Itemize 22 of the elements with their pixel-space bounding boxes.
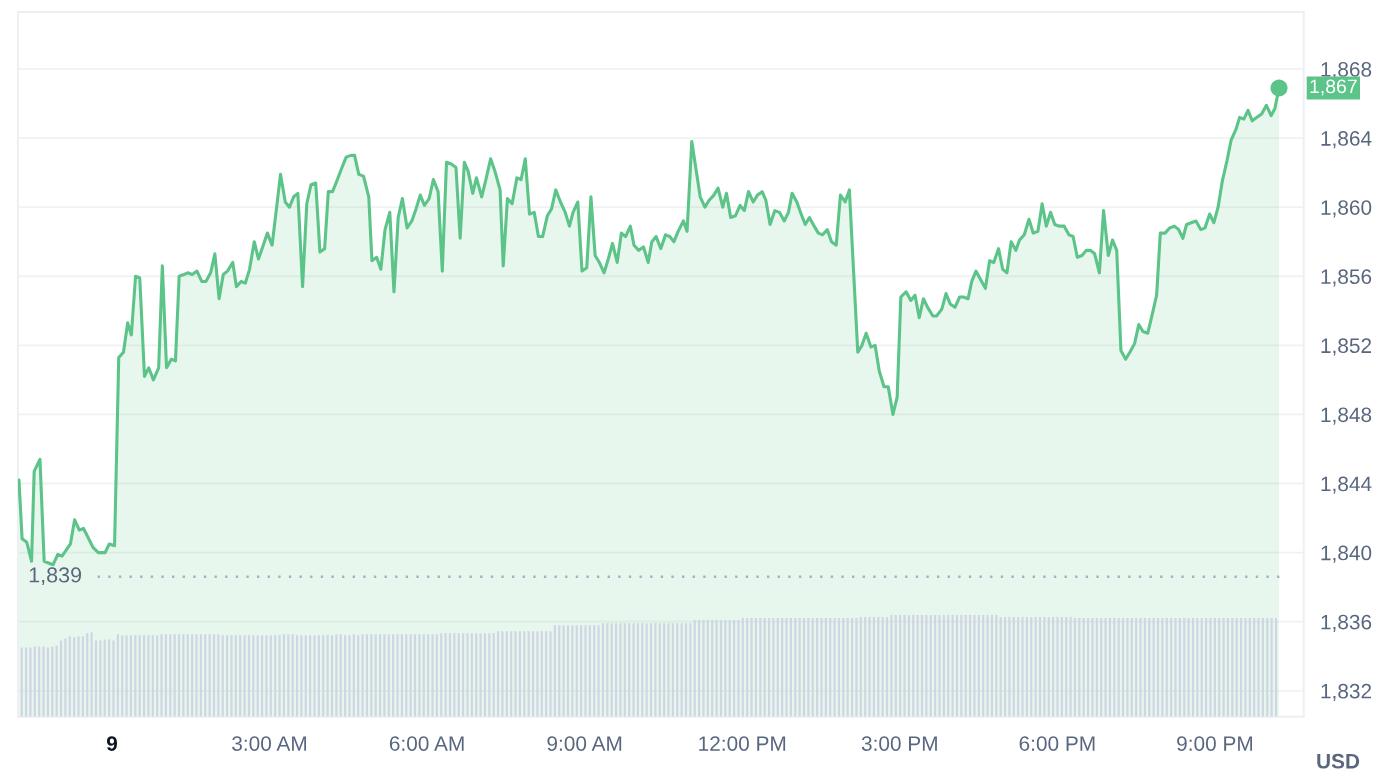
y-tick-label: 1,860	[1321, 200, 1372, 218]
y-tick-label: 1,852	[1321, 338, 1372, 356]
y-tick-label: 1,836	[1321, 614, 1372, 632]
y-tick-label: 1,840	[1321, 545, 1372, 563]
x-tick-label: 6:00 PM	[1019, 736, 1095, 751]
y-tick-label: 1,832	[1321, 683, 1372, 702]
ref-line-label: 1,839	[29, 567, 82, 586]
y-tick-label: 1,864	[1321, 131, 1372, 149]
x-tick-label: 12:00 PM	[699, 736, 786, 751]
x-tick-label: 9:00 PM	[1177, 736, 1253, 751]
x-tick-label: 3:00 PM	[861, 736, 937, 751]
y-axis-title: USD	[1317, 753, 1360, 769]
data-label: 1,867	[1310, 79, 1357, 96]
x-tick-label: 6:00 AM	[389, 736, 464, 751]
text: 9	[106, 736, 118, 751]
x-tick-label: 9:00 AM	[547, 736, 622, 751]
x-tick-label: 3:00 AM	[232, 736, 306, 751]
y-tick-label: 1,856	[1321, 269, 1372, 287]
y-tick-label: 1,868	[1321, 62, 1372, 80]
y-tick-label: 1,848	[1321, 407, 1372, 425]
y-tick-label: 1,844	[1321, 476, 1372, 494]
bar	[1274, 618, 1278, 717]
